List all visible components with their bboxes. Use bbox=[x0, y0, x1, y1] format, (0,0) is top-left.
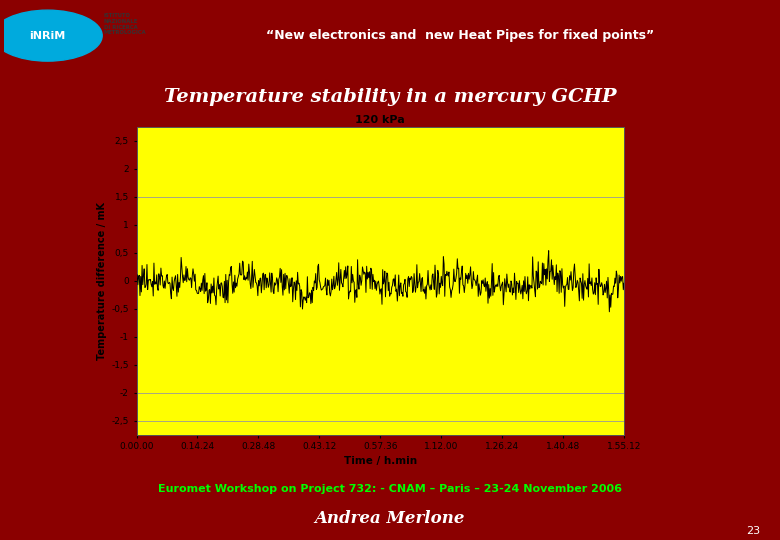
Text: 23: 23 bbox=[746, 526, 760, 537]
Y-axis label: Temperature difference / mK: Temperature difference / mK bbox=[98, 202, 107, 360]
Text: Temperature stability in a mercury GCHP: Temperature stability in a mercury GCHP bbox=[164, 88, 616, 106]
Text: ISTITUTO
NAZIONALE
DI RICERCA
METROLOGICA: ISTITUTO NAZIONALE DI RICERCA METROLOGIC… bbox=[104, 13, 147, 36]
Text: Euromet Workshop on Project 732: - CNAM – Paris – 23-24 November 2006: Euromet Workshop on Project 732: - CNAM … bbox=[158, 484, 622, 495]
Title: 120 kPa: 120 kPa bbox=[356, 114, 405, 125]
Text: Andrea Merlone: Andrea Merlone bbox=[315, 510, 465, 528]
Circle shape bbox=[0, 10, 102, 61]
Text: “New electronics and  new Heat Pipes for fixed points”: “New electronics and new Heat Pipes for … bbox=[266, 29, 654, 42]
X-axis label: Time / h.min: Time / h.min bbox=[344, 456, 417, 465]
Text: iNRiM: iNRiM bbox=[30, 31, 66, 40]
